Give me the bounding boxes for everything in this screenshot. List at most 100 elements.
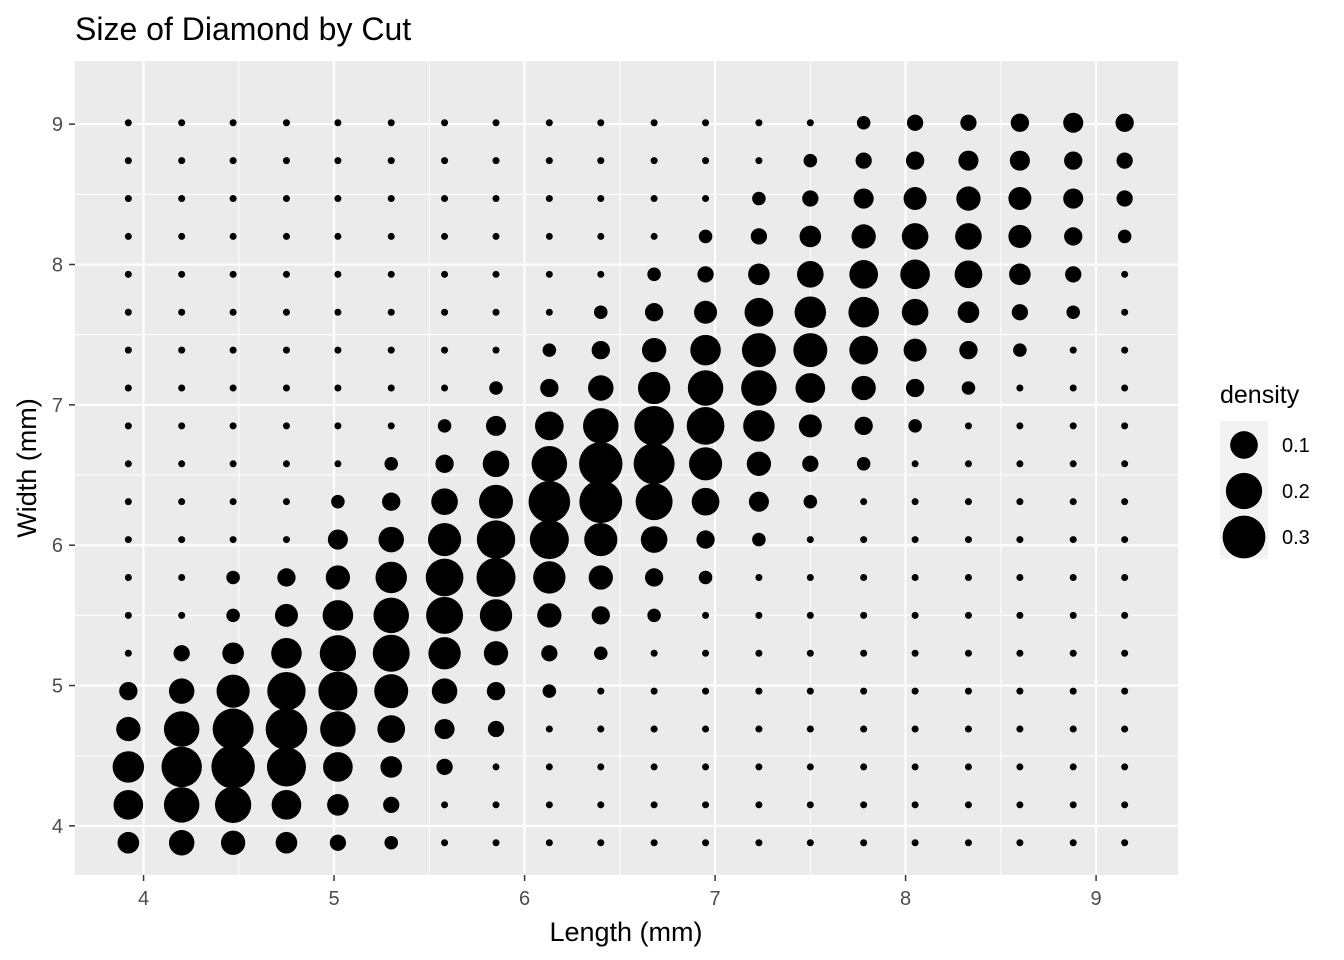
data-point [1066, 305, 1080, 319]
data-point [282, 384, 290, 392]
data-point [702, 649, 710, 657]
data-point [1016, 725, 1024, 733]
data-point [168, 829, 195, 856]
x-tick-label: 8 [900, 888, 911, 910]
data-point [387, 422, 395, 430]
data-point [226, 570, 240, 585]
data-point [597, 232, 605, 240]
data-point [212, 708, 254, 750]
data-point [282, 460, 290, 468]
data-point [591, 340, 610, 360]
data-point [856, 457, 871, 471]
data-point [1116, 190, 1133, 207]
data-point [124, 573, 132, 581]
data-point [220, 830, 246, 855]
y-tick-label: 4 [52, 816, 63, 838]
data-point [583, 408, 619, 444]
data-point [1121, 270, 1129, 278]
data-point [694, 300, 718, 324]
data-point [282, 119, 290, 127]
data-point [483, 641, 509, 666]
legend-key [1230, 431, 1258, 459]
data-point [650, 763, 658, 771]
data-point [964, 460, 972, 468]
data-point [531, 446, 568, 482]
data-point [588, 565, 613, 590]
data-point [702, 763, 710, 771]
data-point [476, 557, 516, 597]
data-point [688, 447, 723, 481]
data-point [1121, 763, 1129, 771]
data-point [1069, 384, 1077, 392]
data-point [375, 561, 407, 594]
data-point [1013, 343, 1027, 357]
data-point [1016, 498, 1024, 506]
data-point [216, 674, 250, 708]
data-point [799, 225, 822, 248]
data-point [229, 346, 237, 354]
data-point [1016, 460, 1024, 468]
data-point [905, 151, 925, 170]
data-point [378, 526, 404, 553]
data-point [124, 536, 132, 544]
data-point [542, 343, 557, 357]
data-point [746, 451, 772, 476]
data-point [964, 725, 972, 733]
data-point [173, 645, 190, 662]
data-point [696, 530, 715, 549]
data-point [634, 406, 674, 446]
data-point [383, 796, 400, 813]
data-point [794, 296, 827, 328]
data-point [597, 157, 605, 165]
data-point [431, 678, 458, 704]
data-point [806, 611, 814, 619]
data-point [124, 270, 132, 278]
data-point [387, 270, 395, 278]
data-point [124, 460, 132, 468]
data-point [441, 308, 449, 316]
data-point [265, 708, 308, 750]
data-point [1069, 839, 1077, 847]
data-point [545, 308, 553, 316]
data-point [1009, 150, 1030, 171]
x-tick-label: 9 [1091, 888, 1102, 910]
data-point [1121, 649, 1129, 657]
y-tick-label: 6 [52, 535, 63, 557]
data-point [229, 270, 237, 278]
data-point [1121, 536, 1129, 544]
data-point [282, 157, 290, 165]
data-point [545, 725, 553, 733]
data-point [441, 157, 449, 165]
data-point [1064, 227, 1083, 246]
data-point [534, 411, 564, 441]
data-point [579, 480, 623, 524]
data-point [588, 375, 614, 401]
data-point [124, 611, 132, 619]
data-point [482, 450, 510, 478]
data-point [641, 337, 667, 363]
data-point [905, 378, 925, 398]
data-point [334, 195, 342, 203]
data-point [334, 346, 342, 354]
data-point [1121, 384, 1129, 392]
data-point [956, 186, 981, 211]
data-point [1069, 687, 1077, 695]
data-point [901, 223, 929, 250]
legend-label: 0.2 [1282, 481, 1310, 503]
data-point [698, 570, 713, 585]
y-tick-label: 8 [52, 255, 63, 277]
data-point [900, 259, 930, 290]
data-point [382, 492, 401, 511]
data-point [545, 195, 553, 203]
data-point [702, 157, 710, 165]
data-point [650, 649, 658, 657]
data-point [854, 416, 873, 436]
data-point [853, 188, 874, 209]
data-point [1069, 573, 1077, 581]
data-point [437, 419, 452, 433]
data-point [318, 671, 358, 711]
data-point [229, 195, 237, 203]
data-point [959, 340, 978, 360]
data-point [1121, 687, 1129, 695]
